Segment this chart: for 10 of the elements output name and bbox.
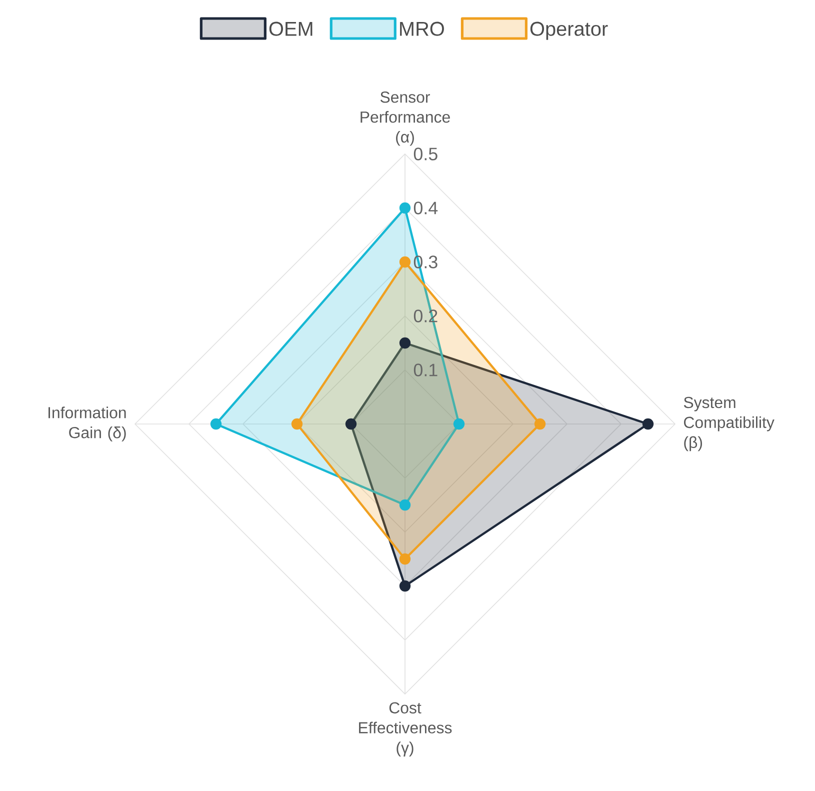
spoke-label: System Compatibility (β) [684, 396, 774, 452]
spoke-label: Information Gain (δ) [48, 406, 126, 442]
legend-label: Operator [530, 22, 608, 40]
spoke-label: Sensor Performance (α) [360, 92, 450, 146]
spoke-label: Cost Effectiveness (γ) [359, 702, 452, 756]
y-tick-label: 0.4 [414, 202, 438, 214]
y-tick-label: 0.1 [414, 364, 438, 376]
legend-label: MRO [400, 22, 444, 36]
y-tick-label: 0.5 [414, 148, 438, 160]
legend-label: OEM [269, 22, 312, 36]
